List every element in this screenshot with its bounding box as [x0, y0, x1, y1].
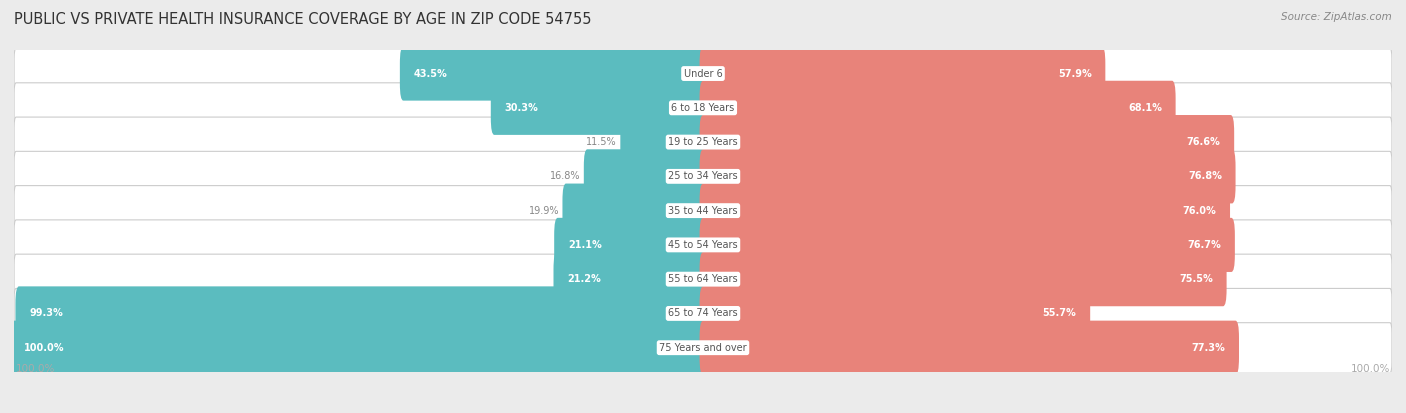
Text: 35 to 44 Years: 35 to 44 Years — [668, 206, 738, 216]
Text: 55.7%: 55.7% — [1043, 309, 1077, 318]
Text: 100.0%: 100.0% — [24, 343, 65, 353]
FancyBboxPatch shape — [14, 83, 1392, 133]
Text: 77.3%: 77.3% — [1191, 343, 1225, 353]
Text: 76.8%: 76.8% — [1188, 171, 1222, 181]
FancyBboxPatch shape — [700, 252, 1226, 306]
Text: 16.8%: 16.8% — [550, 171, 581, 181]
Text: 99.3%: 99.3% — [30, 309, 63, 318]
FancyBboxPatch shape — [14, 49, 1392, 99]
Text: 6 to 18 Years: 6 to 18 Years — [672, 103, 734, 113]
FancyBboxPatch shape — [554, 218, 706, 272]
Text: 76.7%: 76.7% — [1187, 240, 1220, 250]
FancyBboxPatch shape — [583, 149, 706, 204]
Text: 11.5%: 11.5% — [586, 137, 617, 147]
Text: 76.6%: 76.6% — [1187, 137, 1220, 147]
Text: 75 Years and over: 75 Years and over — [659, 343, 747, 353]
Text: 100.0%: 100.0% — [15, 364, 55, 374]
Text: 76.0%: 76.0% — [1182, 206, 1216, 216]
Text: Under 6: Under 6 — [683, 69, 723, 78]
FancyBboxPatch shape — [700, 115, 1234, 169]
FancyBboxPatch shape — [700, 320, 1239, 375]
FancyBboxPatch shape — [620, 115, 706, 169]
Text: 100.0%: 100.0% — [1351, 364, 1391, 374]
Text: Source: ZipAtlas.com: Source: ZipAtlas.com — [1281, 12, 1392, 22]
FancyBboxPatch shape — [700, 218, 1234, 272]
Text: 65 to 74 Years: 65 to 74 Years — [668, 309, 738, 318]
Text: 55 to 64 Years: 55 to 64 Years — [668, 274, 738, 284]
Text: 43.5%: 43.5% — [413, 69, 447, 78]
FancyBboxPatch shape — [700, 47, 1105, 101]
FancyBboxPatch shape — [14, 288, 1392, 339]
Text: 21.2%: 21.2% — [567, 274, 600, 284]
Text: 19 to 25 Years: 19 to 25 Years — [668, 137, 738, 147]
Text: 68.1%: 68.1% — [1128, 103, 1161, 113]
FancyBboxPatch shape — [700, 286, 1090, 340]
Text: 75.5%: 75.5% — [1180, 274, 1213, 284]
FancyBboxPatch shape — [399, 47, 706, 101]
FancyBboxPatch shape — [14, 323, 1392, 373]
FancyBboxPatch shape — [14, 117, 1392, 167]
FancyBboxPatch shape — [14, 151, 1392, 202]
FancyBboxPatch shape — [14, 220, 1392, 270]
Text: 21.1%: 21.1% — [568, 240, 602, 250]
FancyBboxPatch shape — [554, 252, 706, 306]
FancyBboxPatch shape — [700, 149, 1236, 204]
Text: PUBLIC VS PRIVATE HEALTH INSURANCE COVERAGE BY AGE IN ZIP CODE 54755: PUBLIC VS PRIVATE HEALTH INSURANCE COVER… — [14, 12, 592, 27]
FancyBboxPatch shape — [14, 185, 1392, 236]
FancyBboxPatch shape — [15, 286, 706, 340]
FancyBboxPatch shape — [14, 254, 1392, 304]
Text: 57.9%: 57.9% — [1057, 69, 1091, 78]
FancyBboxPatch shape — [700, 81, 1175, 135]
FancyBboxPatch shape — [491, 81, 706, 135]
FancyBboxPatch shape — [11, 320, 706, 375]
Text: 25 to 34 Years: 25 to 34 Years — [668, 171, 738, 181]
FancyBboxPatch shape — [700, 183, 1230, 238]
Text: 19.9%: 19.9% — [529, 206, 560, 216]
FancyBboxPatch shape — [562, 183, 706, 238]
Text: 45 to 54 Years: 45 to 54 Years — [668, 240, 738, 250]
Text: 30.3%: 30.3% — [505, 103, 538, 113]
